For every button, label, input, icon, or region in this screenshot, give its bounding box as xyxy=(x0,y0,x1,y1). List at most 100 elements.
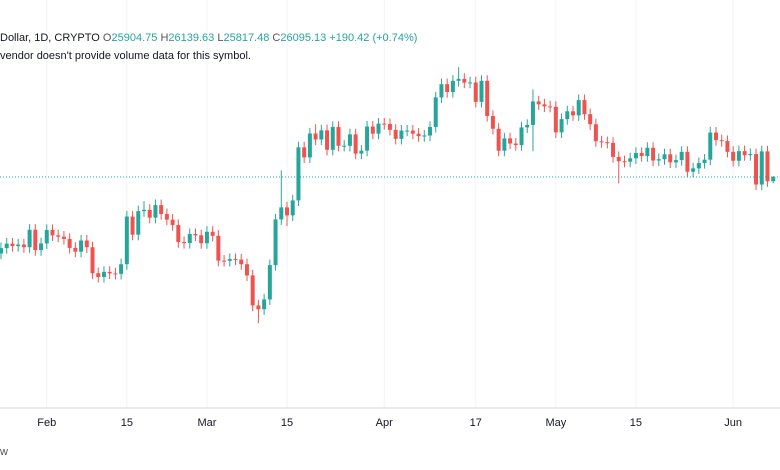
candle-body xyxy=(673,160,678,163)
low-value: 25817.48 xyxy=(223,32,270,44)
candle-body xyxy=(307,133,312,158)
candle-body xyxy=(725,141,730,152)
candle-body xyxy=(0,248,3,254)
candle-body xyxy=(170,219,175,226)
candle-body xyxy=(101,271,106,278)
candle-body xyxy=(44,229,49,244)
candle-body xyxy=(84,240,89,248)
volume-notice: vendor doesn't provide volume data for t… xyxy=(0,50,251,62)
candle-body xyxy=(233,259,238,261)
candle-body xyxy=(365,126,370,151)
candle-body xyxy=(210,231,215,236)
candle-body xyxy=(313,133,318,140)
candle-body xyxy=(96,273,101,278)
candle-body xyxy=(107,271,112,274)
candle-body xyxy=(719,140,724,142)
candle-body xyxy=(622,161,627,163)
candle-body xyxy=(651,147,656,161)
candle-body xyxy=(502,138,507,151)
symbol: Dollar, 1D, CRYPTO xyxy=(0,32,100,44)
candle-body xyxy=(16,244,21,247)
candle-body xyxy=(353,134,358,154)
candle-body xyxy=(748,154,753,156)
candle-body xyxy=(193,234,198,236)
candle-body xyxy=(216,235,221,261)
candle-body xyxy=(393,129,398,139)
candle-body xyxy=(285,207,289,216)
candle-body xyxy=(244,264,249,276)
candle-body xyxy=(239,259,244,265)
candle-body xyxy=(765,151,770,182)
legend-line: Dollar, 1D, CRYPTO O25904.75 H26139.63 L… xyxy=(0,32,417,44)
candle-body xyxy=(439,84,444,98)
candle-body xyxy=(571,111,575,116)
candle-body xyxy=(187,234,192,243)
candle-body xyxy=(628,158,633,162)
candle-body xyxy=(422,135,427,137)
candle-body xyxy=(771,177,776,182)
candle-body xyxy=(370,126,375,134)
candle-body xyxy=(130,216,135,235)
candle-body xyxy=(593,124,598,142)
x-tick-label: 15 xyxy=(281,417,293,429)
candle-body xyxy=(73,247,78,252)
candle-body xyxy=(525,124,530,128)
candle-body xyxy=(742,151,747,156)
candle-body xyxy=(691,168,696,172)
candle-body xyxy=(605,142,610,144)
x-tick-label: 15 xyxy=(121,417,133,429)
close-label: C xyxy=(272,32,281,44)
candle-body xyxy=(164,214,169,220)
change: +190.42 (+0.74%) xyxy=(329,32,418,44)
candle-body xyxy=(325,130,330,150)
candle-body xyxy=(731,151,736,161)
candle-body xyxy=(159,205,164,215)
open-value: 25904.75 xyxy=(111,32,158,44)
candle-body xyxy=(416,133,421,137)
candle-body xyxy=(536,101,541,105)
candle-body xyxy=(702,159,707,164)
candle-body xyxy=(199,235,204,244)
candle-body xyxy=(410,130,415,134)
candle-body xyxy=(479,80,484,102)
candle-body xyxy=(124,216,129,265)
candle-body xyxy=(113,273,118,275)
candle-body xyxy=(611,142,616,157)
x-tick-label: 17 xyxy=(470,417,482,429)
candle-body xyxy=(21,244,26,248)
candle-body xyxy=(513,143,518,146)
x-tick-label: May xyxy=(545,417,566,429)
candle-body xyxy=(347,134,352,146)
candle-body xyxy=(67,238,72,248)
candle-body xyxy=(445,84,450,93)
x-tick-label: Feb xyxy=(37,417,56,429)
candle-body xyxy=(319,130,324,140)
candle-body xyxy=(256,305,261,310)
candle-body xyxy=(182,242,187,244)
candle-body xyxy=(10,243,15,247)
candle-body xyxy=(639,152,644,157)
x-tick-label: Mar xyxy=(197,417,216,429)
candle-body xyxy=(428,126,432,136)
candle-body xyxy=(485,80,490,116)
candle-body xyxy=(496,128,501,151)
candle-body xyxy=(56,235,61,237)
candle-body xyxy=(27,229,32,248)
candle-body xyxy=(588,114,593,125)
candle-body xyxy=(633,152,638,159)
candle-body xyxy=(176,225,181,243)
candle-body xyxy=(147,209,152,218)
candle-body xyxy=(227,259,232,261)
candle-body xyxy=(490,115,495,129)
candle-body xyxy=(376,123,381,134)
candle-body xyxy=(582,100,587,115)
candle-body xyxy=(90,247,95,274)
candle-body xyxy=(39,243,44,251)
candle-body xyxy=(222,260,227,262)
candle-body xyxy=(714,132,718,141)
x-tick-label: 15 xyxy=(630,417,642,429)
open-label: O xyxy=(102,32,112,44)
candle-body xyxy=(204,231,209,244)
